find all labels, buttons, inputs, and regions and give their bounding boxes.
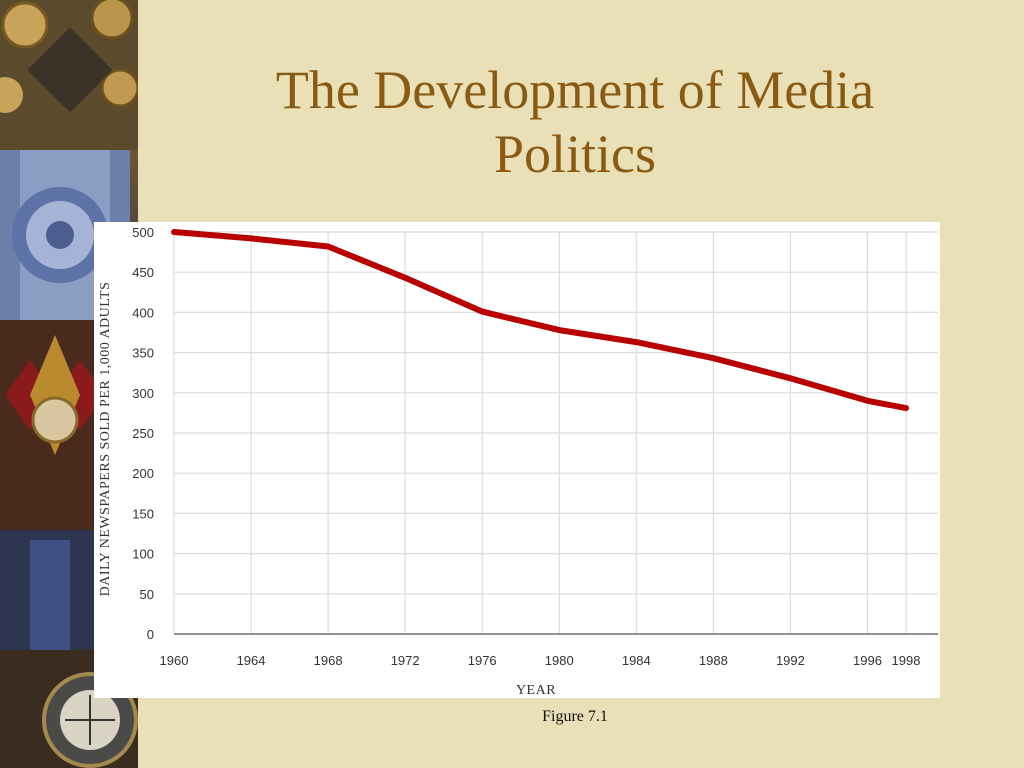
x-tick-label-4: 1976 — [468, 653, 497, 668]
data-point-5 — [556, 327, 562, 333]
x-tick-label-1: 1964 — [237, 653, 266, 668]
x-tick-label-2: 1968 — [314, 653, 343, 668]
series-line-newspapers — [171, 229, 909, 412]
medals-collage-image — [0, 0, 138, 768]
x-axis-ticks: 1960 1964 1968 1972 1976 1980 1984 1988 1992 1996… — [160, 653, 921, 668]
x-tick-label-10: 1998 — [892, 653, 921, 668]
slide-title: The Development of Media Politics — [160, 58, 990, 186]
series-points — [171, 229, 909, 411]
data-point-4 — [479, 309, 485, 315]
chart-panel: 0 50 100 150 200 250 300 350 400 450 500 1960 1964 1… — [94, 222, 940, 698]
data-point-2 — [325, 243, 331, 249]
figure-caption: Figure 7.1 — [542, 708, 608, 725]
slide-title-line-2: Politics — [493, 124, 657, 184]
x-tick-label-6: 1984 — [622, 653, 651, 668]
y-tick-label-6: 300 — [132, 386, 154, 401]
data-point-3 — [402, 275, 408, 281]
slide-title-line-1: The Development of Media — [275, 60, 875, 120]
y-tick-label-1: 50 — [140, 587, 154, 602]
y-tick-label-10: 500 — [132, 225, 154, 240]
y-axis-ticks: 0 50 100 150 200 250 300 350 400 450 500 — [132, 225, 154, 642]
chart-grid — [173, 231, 938, 635]
decorative-sidebar — [0, 0, 138, 768]
data-point-6 — [633, 339, 639, 345]
y-tick-label-3: 150 — [132, 506, 154, 521]
y-axis-label: DAILY NEWSPAPERS SOLD PER 1,000 ADULTS — [98, 282, 113, 597]
data-point-8 — [787, 375, 793, 381]
y-tick-label-5: 250 — [132, 426, 154, 441]
data-point-0 — [171, 229, 177, 235]
data-point-9 — [864, 398, 870, 404]
data-point-7 — [710, 355, 716, 361]
x-axis-label: YEAR — [516, 683, 556, 698]
x-tick-label-9: 1996 — [853, 653, 882, 668]
x-tick-label-8: 1992 — [776, 653, 805, 668]
x-tick-label-0: 1960 — [160, 653, 189, 668]
y-tick-label-4: 200 — [132, 466, 154, 481]
y-tick-label-2: 100 — [132, 547, 154, 562]
y-tick-label-8: 400 — [132, 305, 154, 320]
data-point-10 — [903, 405, 909, 411]
x-tick-label-5: 1980 — [545, 653, 574, 668]
x-tick-label-3: 1972 — [391, 653, 420, 668]
data-point-1 — [248, 235, 254, 241]
x-tick-label-7: 1988 — [699, 653, 728, 668]
y-tick-label-0: 0 — [147, 627, 154, 642]
y-tick-label-9: 450 — [132, 265, 154, 280]
y-tick-label-7: 350 — [132, 346, 154, 361]
